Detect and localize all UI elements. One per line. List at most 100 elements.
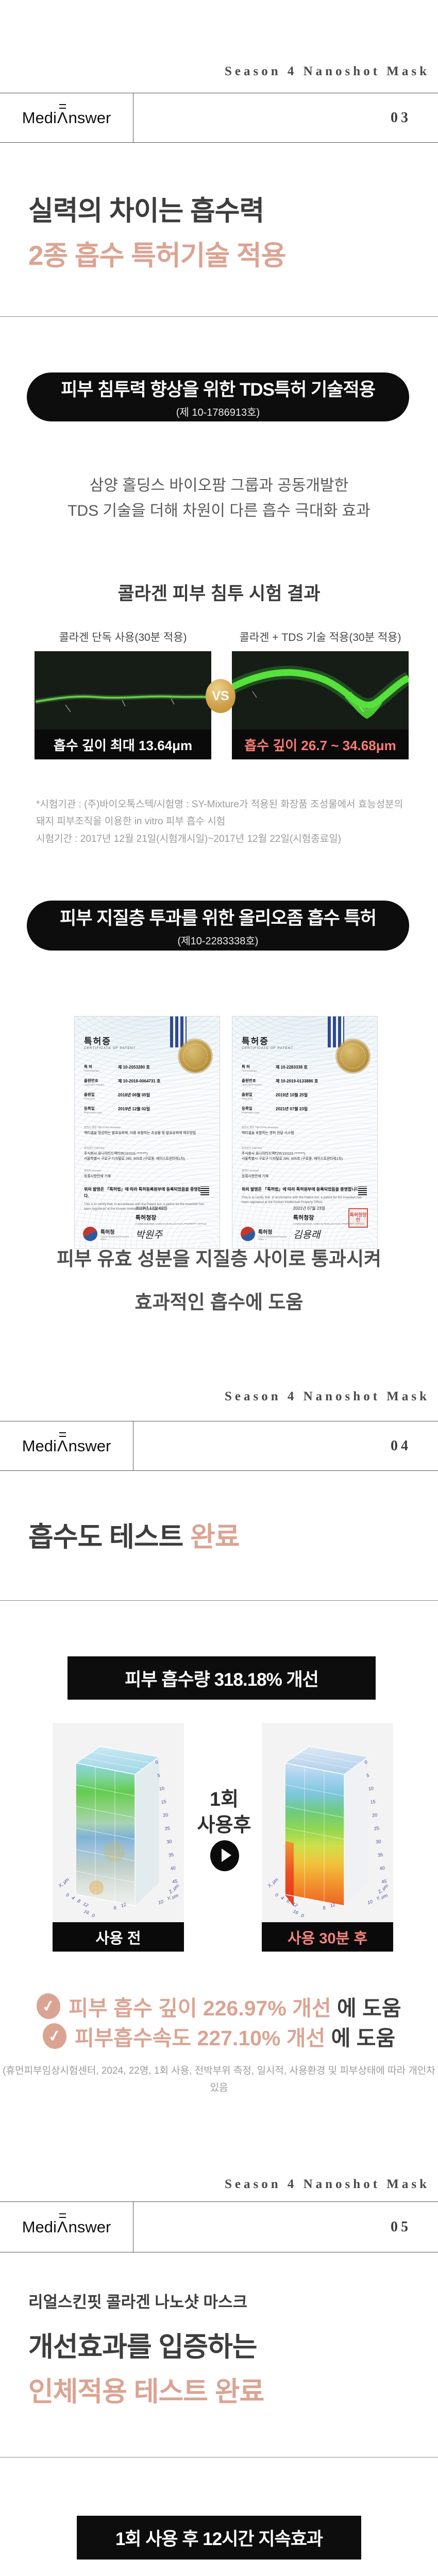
certificate-title-kr: 특허증 <box>84 1037 111 1046</box>
field-label-en: Application Number <box>242 1083 262 1086</box>
bullet2-accent: 피부흡수속도 227.10% 개선 <box>74 2026 326 2050</box>
test-footnote-1: *시험기관 : (주)바이오톡스텍/시험명 : SY-Mixture가 적용된 … <box>36 796 407 848</box>
absorption-banner: 피부 흡수량 318.18% 개선 <box>68 1656 376 1700</box>
season-heading-2: Season 4 Nanoshot Mask <box>224 1389 430 1403</box>
section04-title-accent: 완료 <box>190 1522 240 1552</box>
compare-left-label: 콜라겐 단독 사용(30분 적용) <box>59 632 187 643</box>
play-button[interactable] <box>210 1840 239 1871</box>
page-number-04: 04 <box>391 1437 411 1454</box>
divider-2 <box>0 1600 438 1601</box>
certify-text-kr: 위의 발명은 「특허법」에 따라 특허등록원부에 등록되었음을 증명합니다. <box>84 1187 206 1198</box>
logo-a-mark: Λ <box>57 104 68 127</box>
field-label-en: Filing Date <box>84 1097 95 1100</box>
invention-label: 발명의 명칭 Title of the Invention <box>242 1126 278 1129</box>
filing-date: 2018년 06월 05일 <box>118 1093 150 1097</box>
oliosome-patent-pill-title: 피부 지질층 투과를 위한 올리오좀 흡수 특허 <box>60 908 377 928</box>
filing-date: 2019년 10월 25일 <box>276 1093 308 1097</box>
logo-suffix: nswer <box>68 2217 111 2236</box>
logo-prefix: Medi <box>22 1436 57 1455</box>
section04-footnote: (휴먼피부임상시험센터, 2024, 22명, 1회 사용, 전박부위 측정, … <box>3 2065 435 2094</box>
test-footnote-line2: 돼지 피부조직을 이용한 in vitro 피부 흡수 시험 <box>36 816 226 827</box>
field-label-kr: 등록일 <box>242 1106 252 1111</box>
compare-right-label: 콜라겐 + TDS 기술 적용(30분 적용) <box>239 632 401 643</box>
kipo-logo-block: 특허청 Korean Intellectual Property Office <box>83 1227 136 1241</box>
section04-title: 흡수도 테스트 완료 <box>28 1515 240 1560</box>
field-label-en: Application Number <box>84 1083 105 1086</box>
check-icon: ✓ <box>35 1991 63 2021</box>
patentee-block: 특허권자 Patentee 주식회사 유나이티드액티브(110111-*****… <box>84 1146 209 1162</box>
field-label-en: Registration Date <box>84 1111 102 1114</box>
kipo-name-en: Korean Intellectual Property Office <box>258 1235 287 1241</box>
page-number-03: 03 <box>391 109 411 126</box>
season-heading-1: Season 4 Nanoshot Mask <box>224 64 430 78</box>
issue-date: 2021년 07월 23일 <box>293 1206 325 1211</box>
tds-description: 삼양 홀딩스 바이오팜 그룹과 공동개발한 TDS 기술을 더해 차원이 다른 … <box>0 473 438 523</box>
bullet1-rest: 에 도움 <box>331 1996 401 2020</box>
logo-prefix: Medi <box>22 108 57 127</box>
test-footnote-line3: 시험기간 : 2017년 12월 21일(시험개시일)~2017년 12월 22… <box>36 833 342 844</box>
brand-logo-1: MediΛnswer <box>0 93 133 142</box>
chart-caption-before: 사용 전 <box>53 1922 184 1952</box>
section05-title: 개선효과를 입증하는 인체적용 테스트 완료 <box>28 2325 264 2414</box>
field-label-kr: 특 허 <box>84 1064 92 1069</box>
taegeuk-logo-icon <box>241 1227 255 1241</box>
commissioner-kr: 특허청장 <box>293 1215 314 1221</box>
certificate-field-row: 등록일 Registration Date 2021년 07월 23일 <box>242 1106 328 1114</box>
section05-subtitle: 리얼스킨핏 콜라겐 나노샷 마스크 <box>28 2293 248 2311</box>
certificate-qr-icon <box>200 1187 209 1195</box>
certificate-qr-icon <box>358 1187 367 1195</box>
patentee-name: 주식회사 유나이티드액티브(110111-*******) <box>242 1152 306 1156</box>
chart-transition-line2: 사용후 <box>197 1815 251 1836</box>
invention-label: 발명의 명칭 Title of the Invention <box>84 1126 121 1129</box>
commissioner-red-seal-icon: 특허청장인 <box>348 1208 368 1228</box>
section03-title-line2: 2종 흡수 특허기술 적용 <box>28 241 286 271</box>
logo-a-mark: Λ <box>57 2213 68 2236</box>
inventor-label: 발명자 Inventor <box>84 1170 102 1173</box>
patentee-label: 특허권자 Patentee <box>242 1147 262 1150</box>
patent-certificate-1: 특허증 CERTIFICATE OF PATENT 특 허 Patent Numb… <box>74 1016 220 1249</box>
oliosome-patent-pill-number: (제10-2283338호) <box>177 936 259 947</box>
field-label-kr: 특 허 <box>242 1064 250 1069</box>
field-label-kr: 등록일 <box>84 1106 95 1111</box>
patentee-name: 주식회사 유나이티드액티브(110111-*******) <box>84 1152 148 1156</box>
logo-prefix: Medi <box>22 2217 57 2236</box>
certify-block: 위의 발명은 「특허법」에 따라 특허원부에 등록되었음을 증명합니다. Thi… <box>242 1187 367 1205</box>
application-number: 제 10-2019-0133886 호 <box>276 1079 318 1083</box>
commissioner-signature: 박원주 <box>135 1230 163 1241</box>
oliosome-patent-pill: 피부 지질층 투과를 위한 올리오좀 흡수 특허 (제10-2283338호) <box>27 901 409 951</box>
collagen-test-heading: 콜라겐 피부 침투 시험 결과 <box>117 584 321 604</box>
absorption-bullet-1: ✓ 피부 흡수 깊이 226.97% 개선 에 도움 <box>0 1991 438 2022</box>
tds-patent-pill-number: (제 10-1786913호) <box>176 407 260 418</box>
absorption-chart-after: 0 5 10 15 20 25 30 35 40 45 X, μm 0 4 8 … <box>262 1723 393 1952</box>
duration-banner: 1회 사용 후 12시간 지속효과 <box>77 2516 361 2560</box>
inventor-block: 발명자 Inventor 등록사항란에 기재 <box>84 1169 209 1179</box>
section03-closing-line2: 효과적인 흡수에 도움 <box>134 1292 304 1313</box>
kipo-name-en: Korean Intellectual Property Office <box>100 1235 129 1241</box>
absorption-bullet-2: ✓ 피부흡수속도 227.10% 개선 에 도움 <box>0 2021 438 2052</box>
issue-date: 2019년 12월 02일 <box>135 1206 167 1211</box>
logo-suffix: nswer <box>68 1436 111 1455</box>
certificate-field-row: 출원번호 Application Number 제 10-2018-0064731 … <box>84 1078 170 1086</box>
compare-caption-after: 흡수 깊이 26.7 ~ 34.68μm <box>232 730 409 759</box>
brand-logo-3: MediΛnswer <box>0 2202 133 2252</box>
tds-patent-pill-title: 피부 침투력 향상을 위한 TDS특허 기술적용 <box>61 380 376 400</box>
inventor-label: 발명자 Inventor <box>242 1170 259 1173</box>
section03-closing-line1: 피부 유효 성분을 지질층 사이로 통과시켜 <box>56 1248 382 1269</box>
field-label-en: Patent Number <box>84 1070 100 1072</box>
commissioner-block: 2019년 12월 02일 특허청장 COMMISSIONER, KOREAN … <box>136 1206 212 1241</box>
compare-caption-before: 흡수 깊이 최대 13.64μm <box>35 730 211 759</box>
invention-title: 액티셀을 포함하는 경피 전달 시스템 <box>242 1131 294 1135</box>
field-label-en: Filing Date <box>242 1097 253 1100</box>
divider-1 <box>0 316 438 317</box>
kipo-name-kr: 특허청 <box>258 1229 273 1235</box>
commissioner-en: COMMISSIONER, KOREAN INTELLECTUAL PROPER… <box>135 1223 207 1225</box>
inventor-name: 등록사항란에 기재 <box>84 1175 111 1178</box>
test-footnote-line1: *시험기관 : (주)바이오톡스텍/시험명 : SY-Mixture가 적용된 … <box>36 799 403 810</box>
chart-3d-before: 0 5 10 15 20 25 30 35 40 45 X, μm 0 4 8 … <box>53 1723 184 1922</box>
patentee-address: 서울특별시 구로구 디지털로 285, 905호 (구로동, 에이스트윈타워1차… <box>242 1157 343 1161</box>
patentee-address: 서울특별시 구로구 디지털로 285, 905호 (구로동, 에이스트윈타워1차… <box>84 1157 186 1161</box>
section05-title-accent: 인체적용 테스트 완료 <box>28 2377 264 2407</box>
certificate-fields: 특 허 Patent Number 제 10-2053280 호 출원번호 Appli… <box>84 1064 170 1114</box>
certificate-fields: 특 허 Patent Number 제 10-2283338 호 출원번호 Appli… <box>242 1064 328 1114</box>
patent-number: 제 10-2283338 호 <box>276 1065 308 1070</box>
